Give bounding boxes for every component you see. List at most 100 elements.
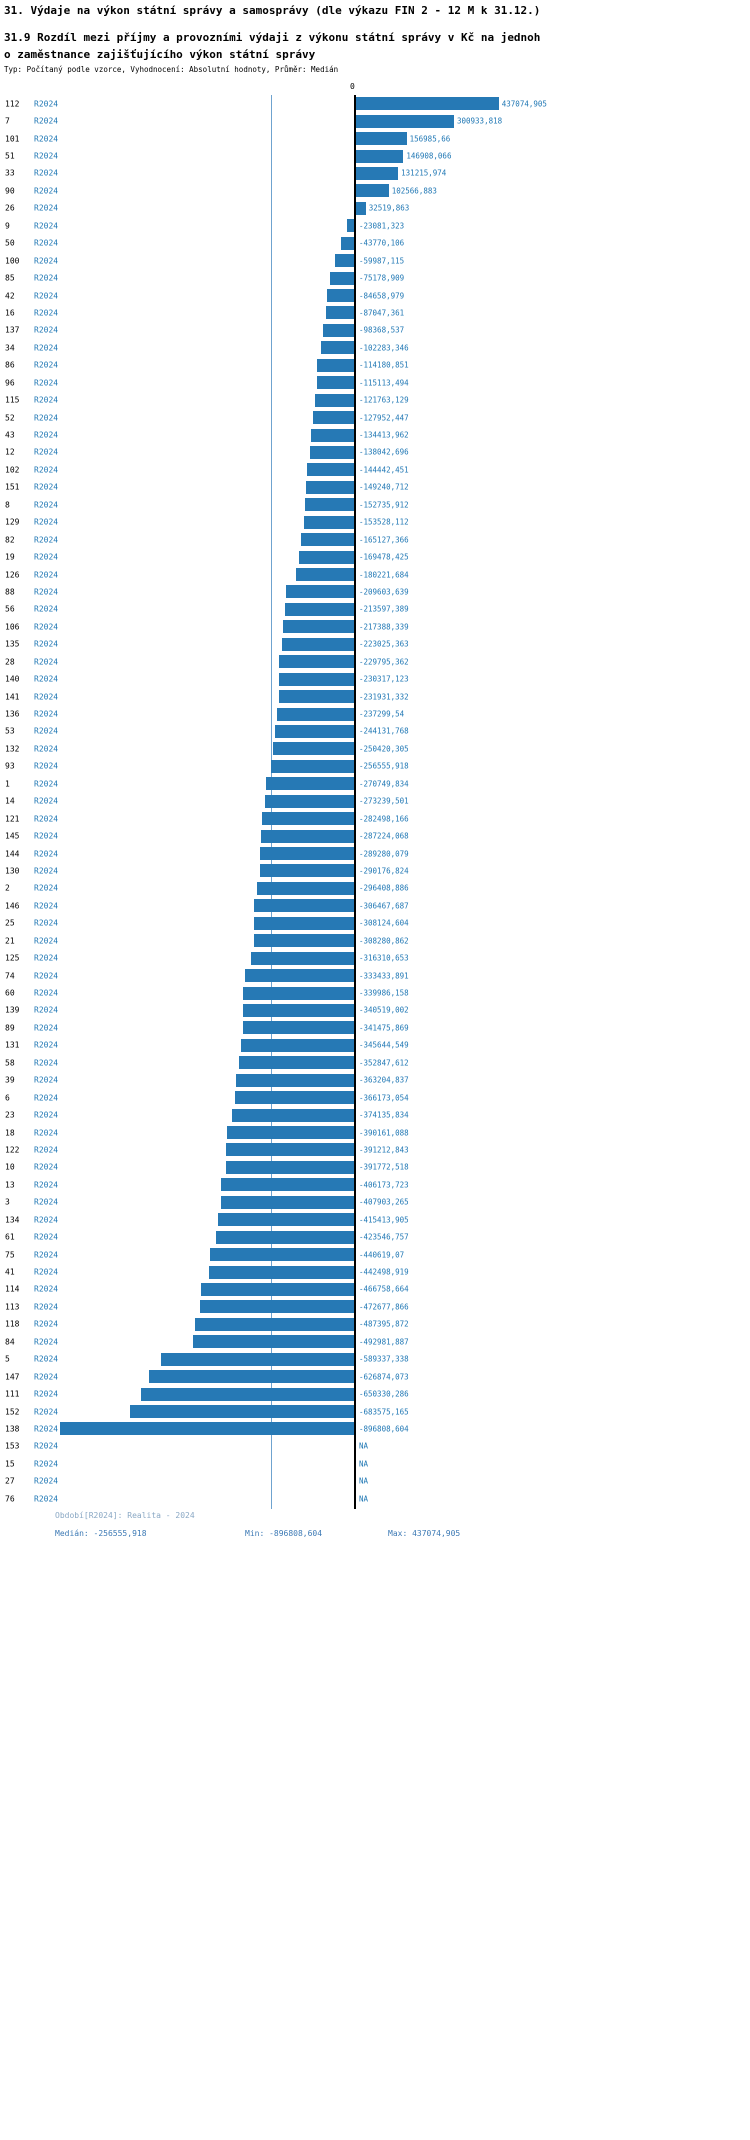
row-series-link[interactable]: R2024 (34, 395, 59, 405)
bar[interactable] (250, 951, 355, 965)
bar[interactable] (279, 672, 355, 686)
row-series-link[interactable]: R2024 (34, 692, 59, 702)
row-series-link[interactable]: R2024 (34, 308, 59, 318)
row-series-link[interactable]: R2024 (34, 517, 59, 527)
row-series-link[interactable]: R2024 (34, 1267, 59, 1277)
row-series-link[interactable]: R2024 (34, 1023, 59, 1033)
row-series-link[interactable]: R2024 (34, 622, 59, 632)
row-series-link[interactable]: R2024 (34, 1180, 59, 1190)
row-series-link[interactable]: R2024 (34, 953, 59, 963)
row-series-link[interactable]: R2024 (34, 325, 59, 335)
row-series-link[interactable]: R2024 (34, 657, 59, 667)
bar[interactable] (355, 184, 389, 198)
row-series-link[interactable]: R2024 (34, 465, 59, 475)
bar[interactable] (326, 306, 355, 320)
bar[interactable] (235, 1073, 355, 1087)
bar[interactable] (304, 515, 355, 529)
row-series-link[interactable]: R2024 (34, 1459, 59, 1469)
row-series-link[interactable]: R2024 (34, 1058, 59, 1068)
bar[interactable] (274, 724, 355, 738)
row-series-link[interactable]: R2024 (34, 883, 59, 893)
bar[interactable] (276, 707, 355, 721)
row-series-link[interactable]: R2024 (34, 918, 59, 928)
row-series-link[interactable]: R2024 (34, 831, 59, 841)
row-series-link[interactable]: R2024 (34, 639, 59, 649)
bar[interactable] (314, 393, 355, 407)
bar[interactable] (253, 916, 355, 930)
row-series-link[interactable]: R2024 (34, 814, 59, 824)
bar[interactable] (241, 1038, 355, 1052)
bar[interactable] (355, 149, 404, 163)
row-series-link[interactable]: R2024 (34, 744, 59, 754)
row-series-link[interactable]: R2024 (34, 447, 59, 457)
bar[interactable] (192, 1335, 355, 1349)
bar[interactable] (295, 568, 355, 581)
row-series-link[interactable]: R2024 (34, 1005, 59, 1015)
bar[interactable] (355, 166, 399, 180)
row-series-link[interactable]: R2024 (34, 587, 59, 597)
bar[interactable] (148, 1370, 355, 1384)
bar[interactable] (226, 1160, 355, 1174)
row-series-link[interactable]: R2024 (34, 1302, 59, 1312)
bar[interactable] (243, 986, 355, 1000)
bar[interactable] (257, 881, 355, 895)
row-series-link[interactable]: R2024 (34, 430, 59, 440)
bar[interactable] (226, 1143, 355, 1157)
bar[interactable] (321, 341, 355, 355)
row-series-link[interactable]: R2024 (34, 1075, 59, 1085)
row-series-link[interactable]: R2024 (34, 168, 59, 178)
row-series-link[interactable]: R2024 (34, 1284, 59, 1294)
row-series-link[interactable]: R2024 (34, 988, 59, 998)
bar[interactable] (226, 1126, 355, 1139)
row-series-link[interactable]: R2024 (34, 570, 59, 580)
bar[interactable] (209, 1265, 355, 1279)
row-series-link[interactable]: R2024 (34, 1337, 59, 1347)
row-series-link[interactable]: R2024 (34, 1319, 59, 1329)
row-series-link[interactable]: R2024 (34, 1040, 59, 1050)
bar[interactable] (307, 463, 355, 477)
row-series-link[interactable]: R2024 (34, 866, 59, 876)
bar[interactable] (335, 254, 355, 268)
row-series-link[interactable]: R2024 (34, 796, 59, 806)
bar[interactable] (278, 690, 355, 704)
row-series-link[interactable]: R2024 (34, 1232, 59, 1242)
bar[interactable] (347, 219, 355, 233)
row-series-link[interactable]: R2024 (34, 1145, 59, 1155)
bar[interactable] (283, 620, 355, 634)
row-series-link[interactable]: R2024 (34, 99, 59, 109)
bar[interactable] (259, 847, 355, 860)
row-series-link[interactable]: R2024 (34, 1407, 59, 1417)
row-series-link[interactable]: R2024 (34, 273, 59, 283)
row-series-link[interactable]: R2024 (34, 203, 59, 213)
row-series-link[interactable]: R2024 (34, 1424, 59, 1434)
bar[interactable] (259, 864, 355, 878)
bar[interactable] (355, 97, 499, 111)
bar[interactable] (300, 533, 355, 547)
row-series-link[interactable]: R2024 (34, 500, 59, 510)
row-series-link[interactable]: R2024 (34, 378, 59, 388)
row-series-link[interactable]: R2024 (34, 1110, 59, 1120)
bar[interactable] (330, 271, 355, 285)
bar[interactable] (327, 289, 355, 302)
bar[interactable] (254, 899, 355, 913)
row-series-link[interactable]: R2024 (34, 1215, 59, 1225)
bar[interactable] (130, 1405, 355, 1418)
row-series-link[interactable]: R2024 (34, 779, 59, 789)
bar[interactable] (265, 794, 355, 808)
bar[interactable] (355, 132, 407, 146)
row-series-link[interactable]: R2024 (34, 936, 59, 946)
bar[interactable] (284, 602, 355, 616)
bar[interactable] (281, 637, 355, 651)
bar[interactable] (141, 1387, 355, 1401)
bar[interactable] (210, 1248, 355, 1262)
bar[interactable] (253, 934, 355, 948)
row-series-link[interactable]: R2024 (34, 1354, 59, 1364)
bar[interactable] (161, 1352, 355, 1366)
bar[interactable] (304, 498, 355, 512)
bar[interactable] (279, 655, 355, 669)
bar[interactable] (234, 1091, 355, 1105)
bar[interactable] (310, 428, 355, 442)
bar[interactable] (309, 445, 355, 459)
row-series-link[interactable]: R2024 (34, 1128, 59, 1138)
bar[interactable] (270, 759, 355, 773)
